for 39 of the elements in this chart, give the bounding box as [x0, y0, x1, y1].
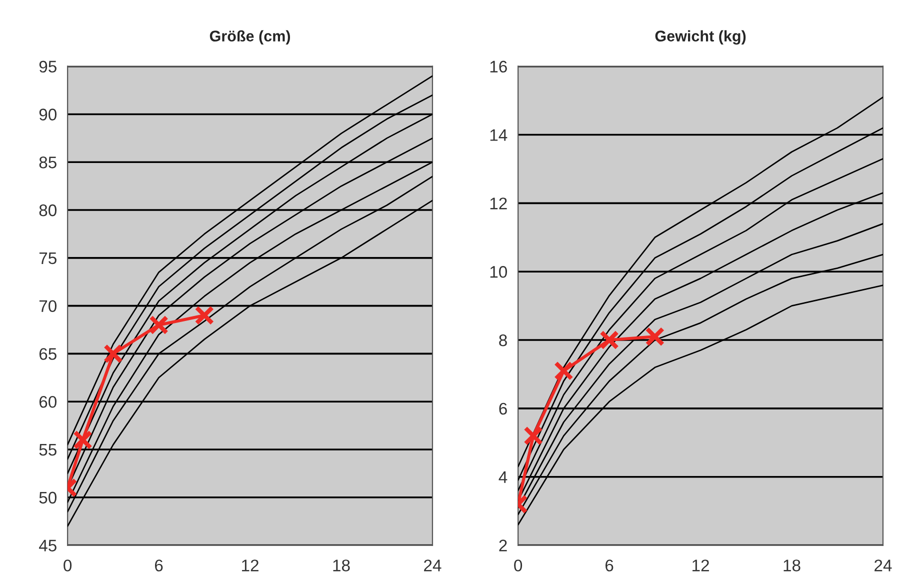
point: [73, 430, 93, 450]
x-tick-label: 24: [874, 560, 892, 572]
y-tick-label: 45: [39, 540, 56, 552]
x-tick-label: 6: [606, 560, 614, 572]
x-tick-label: 12: [692, 560, 709, 572]
y-tick-label: 55: [39, 444, 56, 456]
y-tick-label: 10: [490, 266, 508, 278]
y-tick-label: 14: [490, 129, 508, 141]
point: [194, 306, 214, 326]
y-tick-label: 90: [39, 108, 57, 120]
y-tick-label: 85: [39, 156, 56, 168]
x-tick-label: 18: [784, 560, 800, 572]
y-tick-label: 60: [39, 396, 57, 408]
point: [103, 344, 123, 364]
point: [149, 315, 169, 335]
x-tick-label: 24: [424, 560, 442, 572]
y-tick-label: 70: [39, 300, 57, 312]
y-tick-label: 65: [39, 348, 56, 360]
x-tick-label: 0: [514, 560, 522, 572]
y-tick-label: 95: [39, 60, 56, 73]
x-tick-label: 0: [64, 560, 72, 572]
y-tick-label: 8: [499, 334, 507, 346]
y-tick-label: 80: [39, 204, 57, 216]
x-tick-label: 12: [242, 560, 258, 572]
point: [554, 361, 574, 381]
y-tick-label: 75: [39, 252, 56, 264]
chart-title: Gewicht (kg): [655, 30, 746, 45]
point: [524, 426, 544, 446]
y-tick-label: 6: [499, 402, 507, 415]
point: [645, 326, 665, 346]
point: [600, 330, 620, 350]
y-tick-label: 16: [490, 60, 507, 73]
y-tick-label: 2: [499, 540, 507, 552]
x-tick-label: 18: [333, 560, 350, 572]
x-tick-label: 6: [155, 560, 163, 572]
y-tick-label: 12: [490, 198, 507, 210]
chart-title: Größe (cm): [210, 30, 290, 45]
y-tick-label: 4: [498, 471, 508, 483]
y-tick-label: 50: [39, 492, 57, 504]
